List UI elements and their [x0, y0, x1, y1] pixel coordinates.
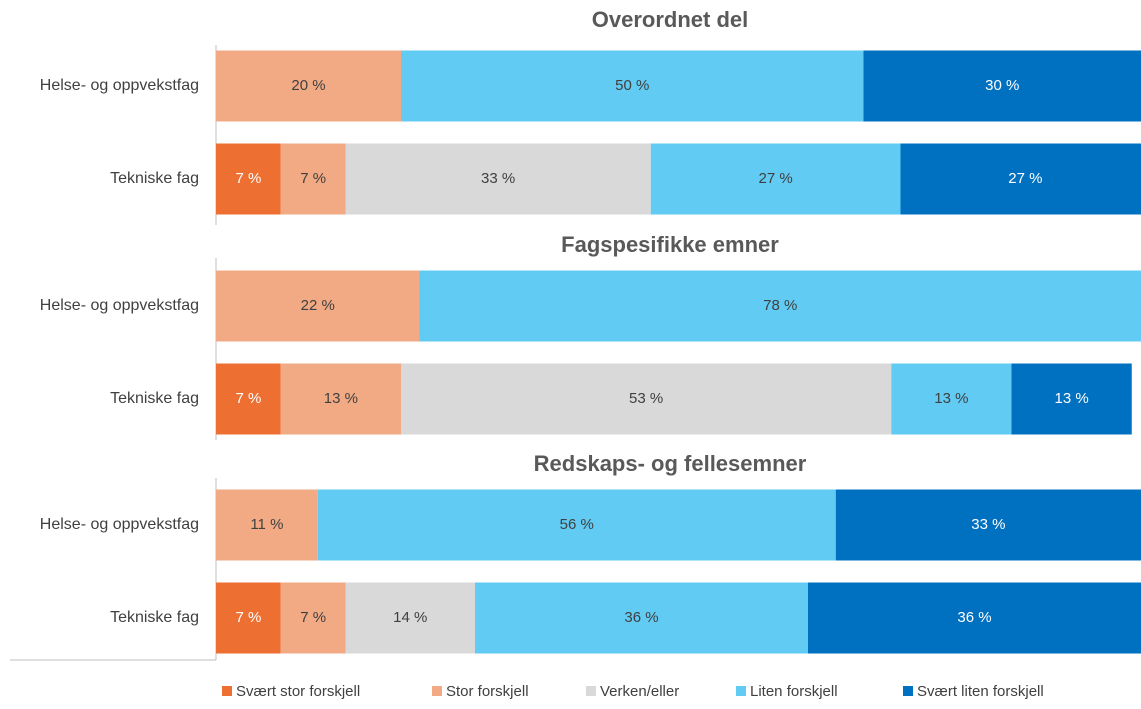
bar-segment	[475, 582, 808, 654]
value-label: 7 %	[235, 170, 261, 187]
bar-segment	[900, 143, 1141, 215]
legend-label: Liten forskjell	[750, 683, 838, 700]
value-label: 7 %	[235, 609, 261, 626]
value-label: 22 %	[301, 297, 335, 314]
legend-label: Stor forskjell	[446, 683, 529, 700]
value-label: 11 %	[250, 516, 283, 533]
bar-segment	[280, 143, 346, 215]
bar-segment	[808, 582, 1141, 654]
legend-swatch	[736, 686, 746, 696]
value-label: 53 %	[629, 390, 663, 407]
bar-segment	[891, 363, 1012, 435]
chart-title: Redskaps- og fellesemner	[534, 451, 807, 476]
value-label: 36 %	[624, 609, 658, 626]
y-tick-label: Tekniske fag	[110, 390, 199, 407]
value-label: 50 %	[615, 77, 649, 94]
bar-segment	[401, 50, 864, 122]
value-label: 13 %	[934, 390, 968, 407]
value-label: 20 %	[291, 77, 325, 94]
y-tick-label: Helse- og oppvekstfag	[40, 516, 199, 533]
value-label: 14 %	[393, 609, 427, 626]
legend-swatch	[432, 686, 442, 696]
y-tick-label: Tekniske fag	[110, 170, 199, 187]
bar-segment	[317, 489, 836, 561]
bar-segment	[419, 270, 1141, 342]
value-label: 33 %	[971, 516, 1005, 533]
bar-segment	[216, 143, 281, 215]
bar-segment	[650, 143, 901, 215]
value-label: 78 %	[763, 297, 797, 314]
y-tick-label: Helse- og oppvekstfag	[40, 297, 199, 314]
bar-segment	[345, 582, 475, 654]
bar-segment	[401, 363, 892, 435]
bar-segment	[216, 489, 318, 561]
bar-segment	[216, 582, 281, 654]
legend-label: Verken/eller	[600, 683, 679, 700]
value-label: 7 %	[300, 609, 326, 626]
value-label: 56 %	[560, 516, 594, 533]
bar-segment	[835, 489, 1141, 561]
legend-swatch	[903, 686, 913, 696]
value-label: 7 %	[235, 390, 261, 407]
bar-segment	[280, 582, 346, 654]
legend-label: Svært liten forskjell	[917, 683, 1044, 700]
value-label: 36 %	[957, 609, 991, 626]
y-tick-label: Helse- og oppvekstfag	[40, 77, 199, 94]
value-label: 27 %	[1008, 170, 1042, 187]
value-label: 7 %	[300, 170, 326, 187]
chart-title: Fagspesifikke emner	[561, 232, 779, 257]
value-label: 27 %	[759, 170, 793, 187]
bar-segment	[216, 270, 420, 342]
bar-segment	[216, 363, 281, 435]
value-label: 30 %	[985, 77, 1019, 94]
value-label: 13 %	[1055, 390, 1089, 407]
bar-segment	[1011, 363, 1132, 435]
value-label: 13 %	[324, 390, 358, 407]
bar-segment	[345, 143, 651, 215]
legend-swatch	[222, 686, 232, 696]
bar-segment	[280, 363, 401, 435]
legend-label: Svært stor forskjell	[236, 683, 360, 700]
value-label: 33 %	[481, 170, 515, 187]
bar-segment	[863, 50, 1141, 122]
chart-title: Overordnet del	[592, 7, 748, 32]
legend-swatch	[586, 686, 596, 696]
bar-segment	[216, 50, 401, 122]
y-tick-label: Tekniske fag	[110, 609, 199, 626]
